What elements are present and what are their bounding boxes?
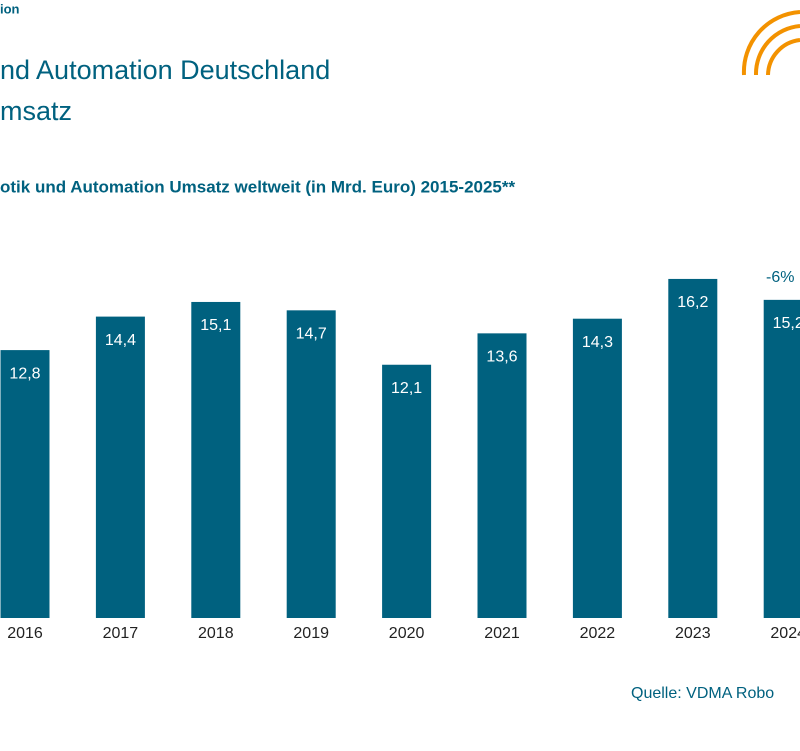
x-tick-label: 2018 — [198, 625, 234, 642]
bar — [286, 310, 336, 618]
subtitle: otik und Automation Umsatz weltweit (in … — [0, 177, 515, 196]
x-tick-label: 2020 — [389, 625, 425, 642]
value-label: 15,1 — [200, 317, 231, 334]
annotation: -6% — [766, 269, 794, 286]
value-label: 14,4 — [105, 332, 136, 349]
bar — [191, 301, 241, 618]
bar — [95, 316, 145, 618]
x-tick-label: 2022 — [580, 625, 616, 642]
kicker: ion — [0, 1, 20, 16]
title-line: msatz — [0, 96, 72, 126]
value-label: 16,2 — [677, 294, 708, 311]
value-label: 14,7 — [296, 326, 327, 343]
bar — [0, 350, 50, 618]
bar — [572, 318, 622, 618]
x-tick-label: 2017 — [103, 625, 139, 642]
bar — [477, 333, 527, 618]
x-tick-label: 2019 — [293, 625, 329, 642]
x-tick-label: 2023 — [675, 625, 711, 642]
x-tick-label: 2021 — [484, 625, 520, 642]
logo-arcs — [741, 10, 800, 76]
source: Quelle: VDMA Robo — [631, 685, 774, 702]
value-label: 12,8 — [9, 365, 40, 382]
value-label: 15,2 — [773, 315, 800, 332]
bar — [763, 299, 800, 618]
bar — [668, 278, 718, 618]
value-label: 12,1 — [391, 380, 422, 397]
value-label: 14,3 — [582, 334, 613, 351]
bar — [382, 364, 432, 618]
x-tick-label: 2024 — [770, 625, 800, 642]
x-tick-label: 2016 — [7, 625, 43, 642]
value-label: 13,6 — [486, 349, 517, 366]
title-line: nd Automation Deutschland — [0, 55, 330, 85]
